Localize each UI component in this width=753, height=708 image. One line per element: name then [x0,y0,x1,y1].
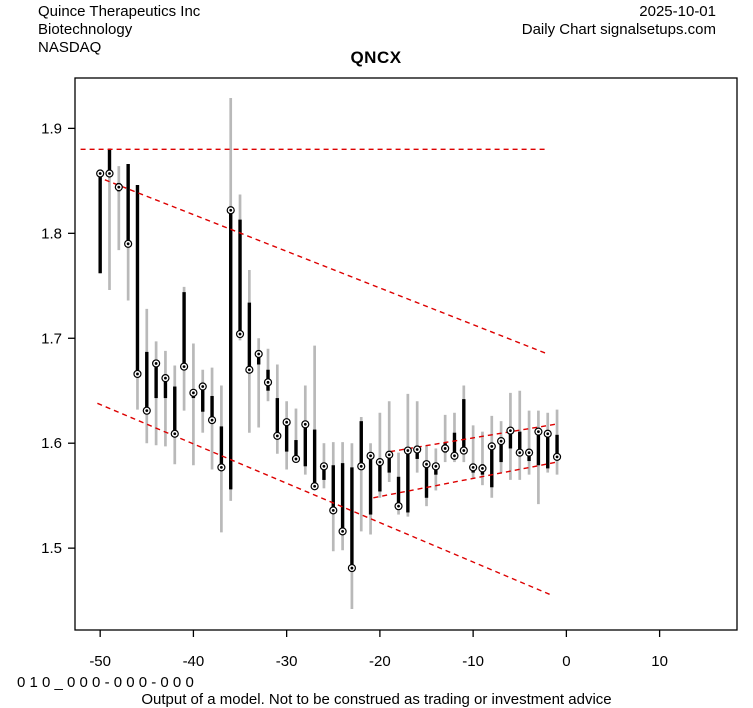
marker-dot [434,464,438,468]
marker-dot [350,566,354,570]
marker-dot [98,172,102,175]
marker-dot [462,449,466,452]
marker-dot [219,465,223,469]
marker-dot [397,504,400,508]
x-tick-label: -40 [183,653,205,670]
marker-dot [443,447,447,450]
marker-dot [341,529,344,533]
marker-dot [117,185,121,189]
y-axis: 1.5 1.6 1.7 1.8 1.9 [41,120,75,557]
marker-dot [313,484,317,488]
y-tick-label: 1.8 [41,225,62,242]
marker-dot [126,242,130,246]
range-lines [98,97,559,610]
falling-channel-upper [104,179,548,355]
marker-dot [136,372,139,376]
chart-source: Daily Chart signalsetups.com [521,21,716,38]
header-right: 2025-10-01 Daily Chart signalsetups.com [522,3,716,39]
marker-dot [201,385,205,388]
y-tick-label: 1.9 [41,120,62,137]
x-tick-label: 10 [651,653,668,670]
marker-dot [182,365,186,368]
marker-dot [499,439,503,443]
header-left: Quince Therapeutics Inc Biotechnology NA… [38,3,200,57]
model-code-line: 0 1 0 _ 0 0 0 - 0 0 0 - 0 0 0 [17,674,194,691]
marker-dot [210,418,214,422]
marker-dot [518,451,522,455]
sector-label: Biotechnology [38,21,133,38]
marker-dot [359,464,363,468]
x-tick-label: -50 [89,653,111,670]
marker-dot [266,380,270,384]
marker-dot [285,420,289,424]
marker-dot [378,460,382,464]
marker-dot [555,455,559,459]
marker-dot [425,462,428,466]
ticker-title: QNCX [350,48,402,67]
marker-dot [108,172,111,175]
marker-dot [173,432,177,436]
exchange-label: NASDAQ [38,39,102,56]
marker-dot [453,454,456,458]
marker-dot [275,434,279,438]
marker-dot [238,332,242,336]
x-tick-label: -10 [462,653,484,670]
y-tick-label: 1.7 [41,330,62,347]
marker-dot [154,362,158,365]
rising-channel-lower [373,461,558,499]
marker-dot [164,376,167,380]
marker-dot [481,466,484,470]
chart-date: 2025-10-01 [639,3,716,20]
marker-dot [331,508,335,512]
price-bars [98,149,559,569]
marker-dot [490,444,494,448]
marker-dot [294,457,298,461]
y-tick-label: 1.6 [41,435,62,452]
marker-dot [229,208,233,212]
bar-markers [96,169,562,573]
marker-dot [257,352,261,356]
marker-dot [145,409,149,413]
marker-dot [303,422,307,426]
plot-box [74,77,738,631]
marker-dot [471,465,475,469]
marker-dot [527,451,531,455]
marker-dot [537,430,540,434]
marker-dot [546,432,550,436]
marker-dot [247,368,251,372]
x-tick-label: -30 [276,653,298,670]
marker-dot [369,454,372,458]
marker-dot [509,429,512,433]
marker-dot [387,453,391,457]
x-axis: -50 -40 -30 -20 -10 0 10 [89,630,668,670]
trendlines [80,148,558,595]
x-tick-label: -20 [369,653,391,670]
marker-dot [192,391,195,395]
disclaimer-text: Output of a model. Not to be construed a… [141,691,612,708]
marker-dot [415,448,419,451]
x-tick-label: 0 [562,653,570,670]
marker-dot [322,464,326,468]
marker-dot [406,449,410,452]
y-tick-label: 1.5 [41,540,62,557]
company-name: Quince Therapeutics Inc [38,3,201,20]
